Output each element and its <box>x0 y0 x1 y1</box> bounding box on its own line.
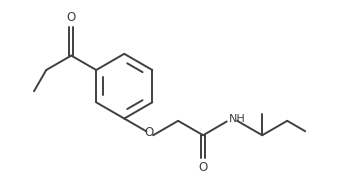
Text: NH: NH <box>229 114 246 124</box>
Text: O: O <box>67 11 76 24</box>
Text: O: O <box>144 126 154 139</box>
Text: O: O <box>199 161 208 174</box>
